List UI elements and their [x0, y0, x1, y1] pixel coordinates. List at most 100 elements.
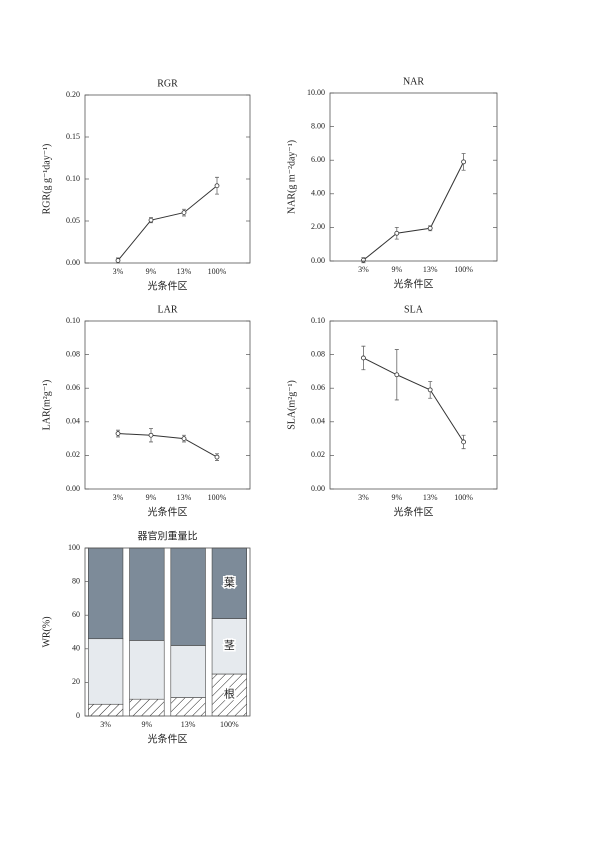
x-axis-label: 光条件区 — [148, 505, 188, 518]
y-tick-label: 0.08 — [311, 349, 325, 358]
y-tick-label: 10.00 — [307, 88, 325, 97]
x-tick-label: 13% — [181, 720, 196, 729]
plot-frame — [84, 94, 251, 264]
y-tick-label: 100 — [68, 543, 80, 552]
data-line — [363, 357, 465, 443]
y-tick-label: 0.10 — [66, 174, 80, 183]
segment-label: 茎 — [224, 639, 235, 652]
bar-segment — [170, 697, 206, 717]
y-tick-label: 0.10 — [66, 316, 80, 325]
y-tick-label: 4.00 — [311, 189, 325, 198]
x-tick-label: 100% — [208, 493, 227, 502]
data-point — [181, 436, 187, 442]
x-tick-label: 13% — [177, 493, 192, 502]
y-tick-label: 60 — [72, 610, 80, 619]
y-tick-label: 0.02 — [66, 450, 80, 459]
y-tick-label: 0.05 — [66, 216, 80, 225]
y-tick-label: 0.06 — [66, 383, 80, 392]
y-tick-label: 2.00 — [311, 222, 325, 231]
y-tick-label: 40 — [72, 644, 80, 653]
data-point — [115, 431, 121, 436]
chart-title: RGR — [157, 78, 178, 89]
y-axis-label: NAR(g m⁻²day⁻¹) — [286, 140, 297, 214]
data-point — [360, 355, 366, 361]
x-tick-label: 13% — [423, 265, 438, 274]
data-point — [394, 372, 400, 378]
y-axis-label: RGR(g g⁻¹day⁻¹) — [41, 144, 52, 215]
bar-segment — [170, 547, 206, 646]
x-tick-label: 3% — [358, 265, 369, 274]
y-axis-label: LAR(m²g⁻¹) — [41, 380, 52, 431]
x-tick-label: 100% — [220, 720, 239, 729]
x-tick-label: 9% — [142, 720, 153, 729]
bar-segment — [129, 640, 165, 700]
y-tick-label: 0.00 — [66, 258, 80, 267]
chart-title: NAR — [403, 76, 424, 87]
bar-segment — [88, 638, 124, 705]
data-point — [427, 225, 433, 231]
x-tick-label: 3% — [113, 493, 124, 502]
bar-segment — [129, 698, 165, 717]
data-point — [148, 217, 154, 223]
x-tick-label: 13% — [423, 493, 438, 502]
x-tick-label: 3% — [100, 720, 111, 729]
x-axis-label: 光条件区 — [394, 505, 434, 518]
y-tick-label: 0.06 — [311, 383, 325, 392]
y-tick-label: 8.00 — [311, 121, 325, 130]
data-point — [214, 454, 220, 460]
x-tick-label: 100% — [454, 265, 473, 274]
y-tick-label: 0.00 — [311, 256, 325, 265]
bar-segment — [88, 703, 124, 717]
data-point — [148, 432, 154, 438]
y-tick-label: 0.20 — [66, 90, 80, 99]
bar-segment — [211, 673, 248, 717]
y-axis-label: WR(%) — [41, 616, 52, 647]
bar-segment — [170, 645, 206, 698]
y-tick-label: 0.00 — [311, 484, 325, 493]
y-tick-label: 0.04 — [66, 417, 80, 426]
x-axis-label: 光条件区 — [148, 732, 188, 745]
x-tick-label: 3% — [358, 493, 369, 502]
y-tick-label: 0.00 — [66, 484, 80, 493]
data-point — [115, 258, 121, 263]
chart-title: SLA — [404, 304, 424, 315]
x-tick-label: 9% — [391, 493, 402, 502]
plot-frame — [329, 320, 498, 490]
y-tick-label: 0 — [76, 711, 80, 720]
data-point — [360, 257, 366, 263]
x-tick-label: 100% — [454, 493, 473, 502]
x-tick-label: 3% — [113, 267, 124, 276]
data-point — [427, 387, 433, 393]
y-tick-label: 80 — [72, 576, 80, 585]
data-point — [461, 159, 467, 165]
x-tick-label: 9% — [146, 267, 157, 276]
chart-title: 器官別重量比 — [138, 529, 198, 542]
plot-frame — [84, 547, 251, 717]
x-tick-label: 9% — [391, 265, 402, 274]
data-line — [363, 161, 465, 261]
x-axis-label: 光条件区 — [148, 279, 188, 292]
y-tick-label: 20 — [72, 677, 80, 686]
data-point — [461, 439, 467, 445]
data-line — [117, 185, 218, 261]
x-tick-label: 100% — [208, 267, 227, 276]
data-line — [117, 433, 218, 458]
x-tick-label: 13% — [177, 267, 192, 276]
y-tick-label: 6.00 — [311, 155, 325, 164]
bar-segment — [88, 547, 124, 640]
bar-segment — [129, 547, 165, 641]
segment-label: 葉 — [224, 575, 235, 589]
y-tick-label: 0.15 — [66, 132, 80, 141]
y-tick-label: 0.10 — [311, 316, 325, 325]
chart-title: LAR — [158, 304, 178, 315]
x-axis-label: 光条件区 — [394, 277, 434, 290]
y-tick-label: 0.08 — [66, 349, 80, 358]
plot-frame — [84, 320, 251, 490]
data-point — [181, 210, 187, 216]
bar-segment — [211, 618, 248, 675]
plot-frame — [329, 92, 498, 262]
x-tick-label: 9% — [146, 493, 157, 502]
y-axis-label: SLA(m²g⁻¹) — [286, 380, 297, 430]
